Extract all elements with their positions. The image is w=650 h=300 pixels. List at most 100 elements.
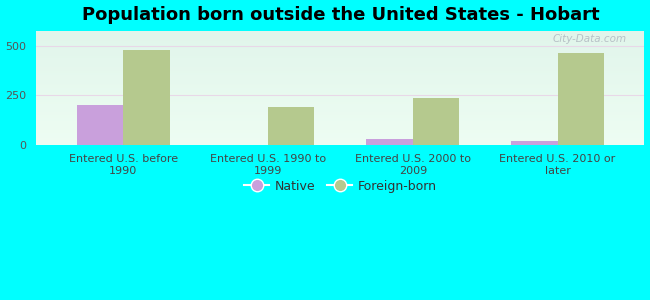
Bar: [36, 61, 644, 63]
Bar: [36, 119, 644, 121]
Bar: [36, 75, 644, 76]
Bar: [36, 40, 644, 41]
Bar: [36, 52, 644, 53]
Bar: [36, 105, 644, 106]
Bar: [36, 77, 644, 79]
Bar: [36, 141, 644, 142]
Bar: [36, 94, 644, 96]
Bar: [36, 142, 644, 143]
Bar: [36, 48, 644, 49]
Bar: [36, 107, 644, 108]
Bar: [36, 86, 644, 88]
Bar: [36, 81, 644, 82]
Bar: [124, 50, 170, 145]
Bar: [36, 124, 644, 125]
Bar: [36, 66, 644, 67]
Bar: [36, 126, 644, 128]
Bar: [36, 129, 644, 130]
Bar: [36, 102, 644, 104]
Bar: [36, 74, 644, 75]
Bar: [36, 100, 644, 101]
Bar: [36, 59, 644, 60]
Bar: [36, 116, 644, 117]
Bar: [36, 50, 644, 51]
Bar: [36, 51, 644, 52]
Bar: [36, 65, 644, 66]
Bar: [36, 93, 644, 94]
Bar: [36, 84, 644, 85]
Bar: [36, 55, 644, 56]
Bar: [36, 106, 644, 107]
Bar: [36, 80, 644, 81]
Bar: [36, 70, 644, 72]
Bar: [268, 107, 315, 145]
Bar: [36, 132, 644, 133]
Bar: [36, 57, 644, 58]
Bar: [36, 117, 644, 119]
Bar: [36, 113, 644, 114]
Bar: [36, 143, 644, 145]
Bar: [36, 58, 644, 59]
Bar: [36, 68, 644, 69]
Title: Population born outside the United States - Hobart: Population born outside the United State…: [82, 6, 599, 24]
Bar: [36, 88, 644, 89]
Bar: [36, 60, 644, 62]
Bar: [36, 69, 644, 70]
Bar: [36, 32, 644, 33]
Legend: Native, Foreign-born: Native, Foreign-born: [239, 175, 441, 198]
Bar: [36, 31, 644, 32]
Bar: [36, 115, 644, 116]
Bar: [36, 43, 644, 44]
Bar: [36, 98, 644, 99]
Bar: [36, 39, 644, 40]
Bar: [367, 139, 413, 145]
Bar: [36, 44, 644, 46]
Bar: [36, 130, 644, 131]
Bar: [36, 101, 644, 102]
Bar: [36, 133, 644, 134]
Bar: [36, 122, 644, 123]
Bar: [36, 63, 644, 64]
Bar: [36, 114, 644, 115]
Bar: [36, 99, 644, 100]
Bar: [36, 134, 644, 136]
Bar: [36, 85, 644, 86]
Bar: [36, 138, 644, 139]
Bar: [36, 125, 644, 126]
Bar: [36, 64, 644, 65]
Bar: [36, 108, 644, 109]
Bar: [36, 73, 644, 74]
Bar: [36, 110, 644, 112]
Bar: [36, 118, 644, 119]
Bar: [36, 35, 644, 36]
Bar: [36, 139, 644, 140]
Bar: [413, 98, 459, 145]
Bar: [36, 34, 644, 35]
Bar: [36, 89, 644, 90]
Bar: [36, 121, 644, 122]
Bar: [36, 49, 644, 50]
Bar: [36, 92, 644, 93]
Bar: [36, 128, 644, 129]
Bar: [36, 42, 644, 43]
Bar: [36, 72, 644, 73]
Bar: [36, 82, 644, 83]
Bar: [36, 46, 644, 48]
Bar: [36, 123, 644, 124]
Bar: [77, 105, 124, 145]
Bar: [36, 90, 644, 91]
Bar: [36, 97, 644, 98]
Bar: [36, 67, 644, 68]
Bar: [36, 53, 644, 55]
Text: City-Data.com: City-Data.com: [552, 34, 626, 44]
Bar: [36, 36, 644, 38]
Bar: [36, 136, 644, 138]
Bar: [36, 140, 644, 141]
Bar: [36, 131, 644, 132]
Bar: [36, 38, 644, 39]
Bar: [558, 53, 604, 145]
Bar: [36, 41, 644, 42]
Bar: [36, 33, 644, 34]
Bar: [36, 91, 644, 92]
Bar: [512, 141, 558, 145]
